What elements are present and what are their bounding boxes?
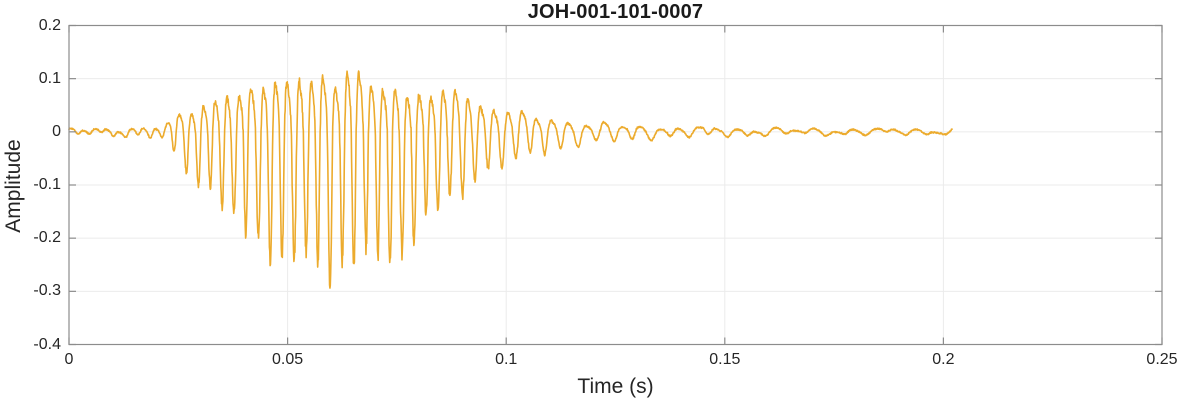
chart-title: JOH-001-101-0007 — [527, 1, 704, 23]
x-tick-label: 0.15 — [709, 351, 741, 368]
x-tick-label: 0 — [64, 351, 74, 368]
y-tick-label: 0 — [52, 122, 61, 140]
x-tick-label: 0.25 — [1146, 351, 1178, 368]
x-tick-label: 0.05 — [272, 351, 304, 368]
y-tick-label: -0.4 — [33, 335, 61, 353]
x-tick-label: 0.2 — [932, 351, 955, 368]
y-tick-label: 0.2 — [38, 16, 61, 34]
y-tick-label: -0.2 — [33, 229, 61, 247]
x-axis-label: Time (s) — [577, 375, 654, 398]
x-tick-label: 0.1 — [495, 351, 518, 368]
y-tick-label: -0.3 — [33, 282, 61, 300]
y-tick-label: -0.1 — [33, 176, 61, 193]
waveform-line — [68, 70, 953, 289]
y-tick-label: 0.1 — [38, 69, 61, 87]
